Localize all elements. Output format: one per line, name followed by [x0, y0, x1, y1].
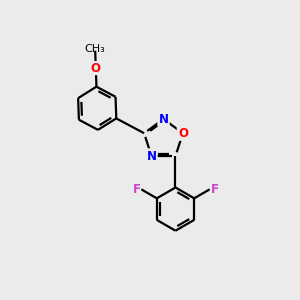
Text: N: N [158, 112, 169, 126]
Text: F: F [211, 183, 218, 196]
Text: N: N [146, 149, 157, 163]
Text: F: F [133, 183, 140, 196]
Text: O: O [178, 127, 188, 140]
Text: O: O [91, 61, 101, 75]
Text: CH₃: CH₃ [85, 44, 105, 54]
